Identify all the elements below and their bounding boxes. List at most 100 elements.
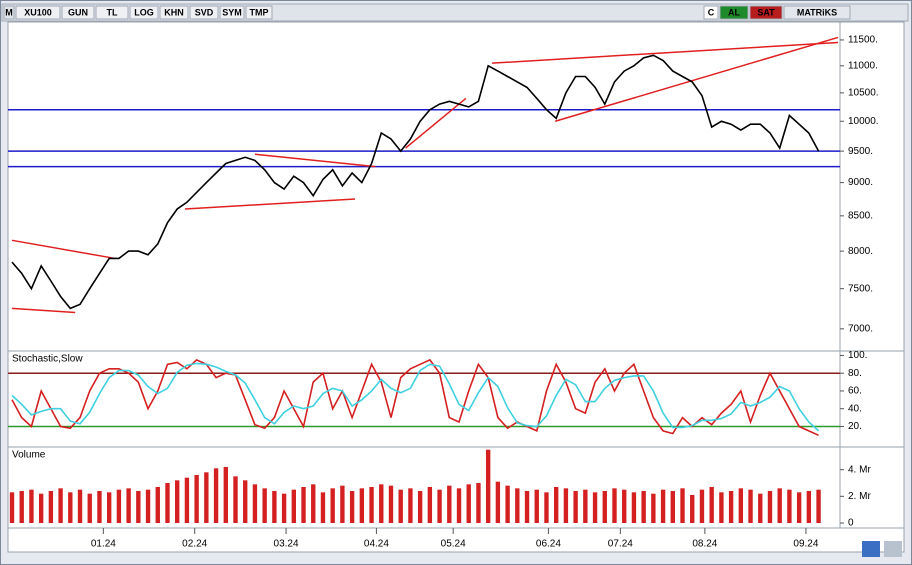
toolbar-button[interactable] <box>749 5 783 20</box>
toolbar-button-label[interactable]: SYM <box>222 7 242 17</box>
y-tick-label: 40. <box>848 403 862 414</box>
panel <box>7 446 905 529</box>
volume-bar <box>690 495 695 523</box>
y-tick-label: 9000. <box>848 177 873 188</box>
volume-bar <box>281 493 287 523</box>
volume-bar <box>223 467 228 523</box>
volume-bar <box>204 472 209 523</box>
y-tick-label: 0 <box>848 518 854 529</box>
toolbar-button-label[interactable]: LOG <box>134 7 154 17</box>
volume-bar <box>592 492 598 523</box>
toolbar-button-label[interactable]: SVD <box>195 7 214 17</box>
y-tick-label: 2. Mr <box>848 491 871 502</box>
volume-bar <box>194 475 199 523</box>
series-line <box>11 358 819 437</box>
toolbar-button-label[interactable]: M <box>5 7 13 17</box>
y-tick-label: 60. <box>848 386 862 397</box>
volume-bar <box>515 488 520 523</box>
x-tick-label: 02.24 <box>182 539 207 550</box>
toolbar-button[interactable] <box>245 5 273 20</box>
volume-bar <box>155 487 160 523</box>
volume-bar <box>68 492 73 523</box>
volume-bar <box>262 488 267 523</box>
toolbar-button-label[interactable]: TMP <box>250 7 269 17</box>
refresh-icon[interactable] <box>862 541 880 557</box>
y-tick-label: 7500. <box>848 283 873 294</box>
volume-bar <box>349 491 355 523</box>
toolbar-button-label[interactable]: KHN <box>164 7 184 17</box>
volume-bar <box>554 487 559 523</box>
volume-bar <box>38 493 44 523</box>
volume-bar <box>58 488 63 523</box>
toolbar-button[interactable] <box>189 5 219 20</box>
y-tick-label: 11500. <box>848 35 878 46</box>
toolbar-button-label[interactable]: GUN <box>68 7 88 17</box>
toolbar-button[interactable] <box>159 5 189 20</box>
volume-bar <box>175 480 180 523</box>
y-tick-label: 100. <box>848 350 867 361</box>
toolbar-button-label[interactable]: AL <box>728 7 740 17</box>
toolbar-button[interactable] <box>129 5 159 20</box>
volume-bar <box>806 491 812 523</box>
volume-bar <box>233 476 238 523</box>
toolbar-button[interactable] <box>15 5 61 20</box>
volume-bar <box>369 487 374 523</box>
volume-bar <box>379 484 384 523</box>
volume-bar <box>602 491 607 523</box>
volume-bar <box>291 489 296 523</box>
series-line <box>11 54 820 310</box>
x-tick-label: 01.24 <box>91 539 116 550</box>
volume-bar <box>583 489 588 523</box>
volume-bar <box>651 493 656 523</box>
volume-bar <box>563 488 569 523</box>
volume-bar <box>544 492 549 523</box>
chart-area <box>7 21 905 529</box>
toolbar-button[interactable] <box>61 5 95 20</box>
volume-bar <box>252 484 258 523</box>
toolbar-button-label[interactable]: C <box>708 7 715 17</box>
toolbar-button[interactable] <box>95 5 129 20</box>
series-line <box>11 362 820 432</box>
settings-icon[interactable] <box>884 541 902 557</box>
trend-line <box>555 36 839 122</box>
volume-bar <box>126 488 131 523</box>
volume-bar <box>243 480 248 523</box>
volume-bar <box>758 493 763 523</box>
volume-bar <box>272 491 277 523</box>
toolbar-button-label[interactable]: SAT <box>757 7 775 17</box>
y-tick-label: 8000. <box>848 246 873 257</box>
volume-bar <box>408 488 413 523</box>
volume-bar <box>524 491 530 523</box>
volume-bar <box>505 485 510 523</box>
volume-bar <box>738 488 744 523</box>
volume-bar <box>359 488 365 523</box>
volume-bar <box>456 488 462 523</box>
panel-title: Stochastic,Slow <box>12 354 83 365</box>
volume-bar <box>184 477 190 523</box>
x-tick-label: 03.24 <box>274 539 299 550</box>
toolbar-button[interactable] <box>703 5 719 20</box>
toolbar-button[interactable] <box>219 5 245 20</box>
volume-bar <box>388 485 394 523</box>
toolbar-button[interactable] <box>3 5 15 20</box>
y-tick-label: 9500. <box>848 146 873 157</box>
volume-bar <box>748 489 753 523</box>
volume-bar <box>136 491 141 523</box>
volume-bar <box>622 489 627 523</box>
volume-bar <box>77 489 83 523</box>
x-tick-label: 06.24 <box>536 539 561 550</box>
volume-bar <box>213 468 219 523</box>
toolbar-button-label[interactable]: TL <box>107 7 118 17</box>
volume-bar <box>612 488 617 523</box>
volume-bar <box>719 492 724 523</box>
volume-bar <box>427 487 433 523</box>
toolbar-button[interactable] <box>719 5 749 20</box>
trend-line <box>405 97 467 149</box>
volume-bar <box>398 489 403 523</box>
toolbar-button-label[interactable]: XU100 <box>24 7 52 17</box>
toolbar-button[interactable] <box>783 5 851 20</box>
toolbar-button-label[interactable]: MATRiKS <box>797 7 837 17</box>
y-tick-label: 10000. <box>848 116 879 127</box>
volume-bar <box>97 491 102 523</box>
